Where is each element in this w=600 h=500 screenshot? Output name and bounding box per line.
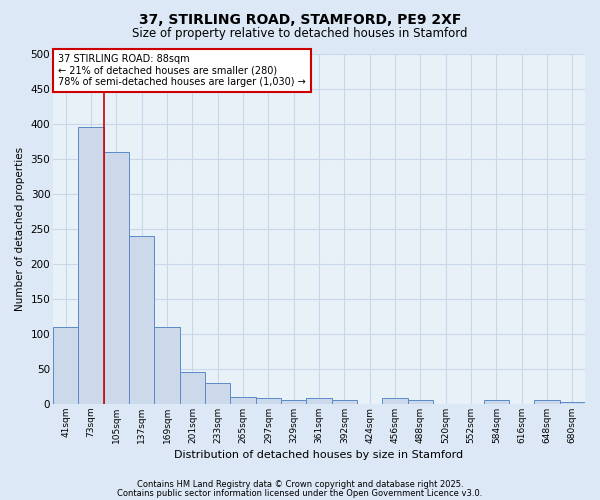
Bar (129, 236, 154, 404)
Bar (104, 152, 129, 404)
Text: 37, STIRLING ROAD, STAMFORD, PE9 2XF: 37, STIRLING ROAD, STAMFORD, PE9 2XF (139, 12, 461, 26)
Bar (407, 400, 433, 404)
Y-axis label: Number of detached properties: Number of detached properties (15, 147, 25, 311)
Text: 37 STIRLING ROAD: 88sqm
← 21% of detached houses are smaller (280)
78% of semi-d: 37 STIRLING ROAD: 88sqm ← 21% of detache… (58, 54, 306, 87)
Bar (256, 398, 281, 404)
Text: Contains HM Land Registry data © Crown copyright and database right 2025.: Contains HM Land Registry data © Crown c… (137, 480, 463, 489)
Bar (382, 398, 407, 404)
Text: Contains public sector information licensed under the Open Government Licence v3: Contains public sector information licen… (118, 490, 482, 498)
Bar (332, 400, 357, 404)
Bar (307, 398, 332, 404)
Bar (281, 400, 307, 404)
Bar (484, 400, 509, 404)
Bar (230, 397, 256, 404)
Bar (79, 128, 104, 404)
Bar (154, 327, 180, 404)
Bar (53, 327, 79, 404)
X-axis label: Distribution of detached houses by size in Stamford: Distribution of detached houses by size … (175, 450, 464, 460)
Bar (180, 372, 205, 404)
Bar (205, 383, 230, 404)
Text: Size of property relative to detached houses in Stamford: Size of property relative to detached ho… (132, 28, 468, 40)
Bar (560, 402, 585, 404)
Bar (535, 400, 560, 404)
